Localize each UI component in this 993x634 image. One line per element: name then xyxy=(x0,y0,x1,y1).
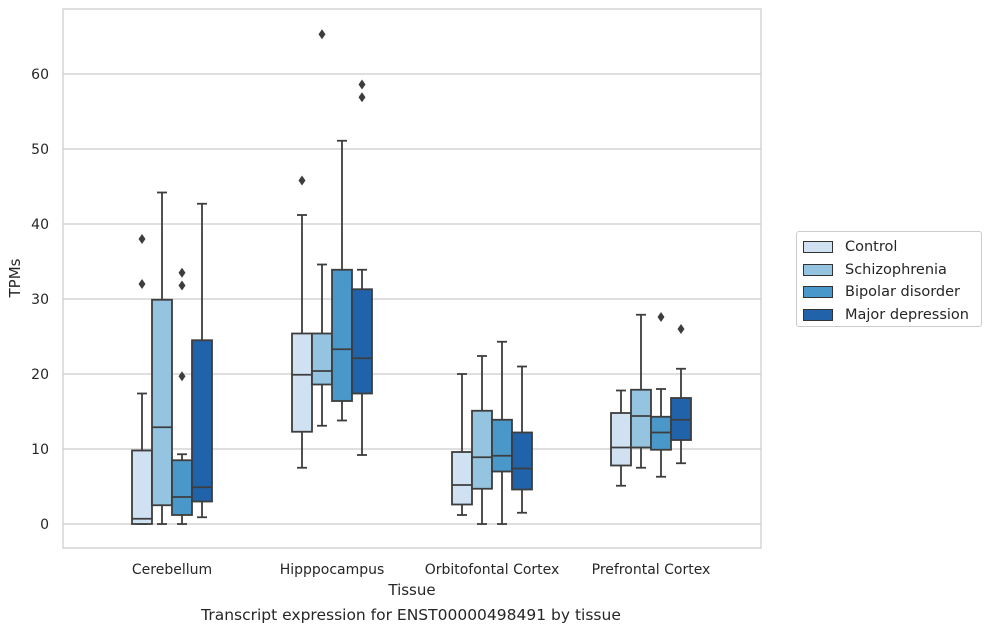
outlier-marker xyxy=(657,312,665,322)
y-tick-labels: 0 10 20 30 40 50 60 xyxy=(31,67,49,533)
box-iqr xyxy=(511,431,533,491)
grid-lines xyxy=(63,73,761,525)
box-iqr xyxy=(610,412,632,467)
box xyxy=(610,389,632,487)
box xyxy=(151,191,173,525)
outlier-marker xyxy=(358,92,366,103)
y-tick-label: 0 xyxy=(40,517,49,533)
box xyxy=(511,365,533,514)
legend-label: Control xyxy=(845,239,898,256)
series-schizophrenia xyxy=(151,29,652,525)
box xyxy=(171,267,193,525)
box-iqr xyxy=(291,332,313,433)
x-axis-label: Tissue xyxy=(387,581,435,599)
legend-item-control: Control xyxy=(803,236,981,259)
y-axis-label: TPMs xyxy=(6,258,24,298)
legend: Control Schizophrenia Bipolar disorder M… xyxy=(796,231,982,327)
outlier-marker xyxy=(138,279,146,289)
outlier-marker xyxy=(358,79,366,90)
x-tick-label: Orbitofontal Cortex xyxy=(425,562,560,578)
legend-swatch-major-depression xyxy=(803,308,833,321)
box-iqr xyxy=(351,288,373,395)
x-tick-label: Cerebellum xyxy=(132,562,212,578)
outlier-marker xyxy=(677,324,685,334)
box xyxy=(451,373,473,516)
box-iqr xyxy=(331,268,353,402)
x-tick-labels: Cerebellum Hipppocampus Orbitofontal Corte… xyxy=(132,562,710,578)
box xyxy=(291,175,313,469)
box-iqr xyxy=(171,459,193,516)
box xyxy=(311,29,333,427)
y-tick-label: 60 xyxy=(31,67,49,83)
y-tick-label: 40 xyxy=(31,217,49,233)
legend-swatch-control xyxy=(803,241,833,254)
x-tick-label: Prefrontal Cortex xyxy=(592,562,711,578)
y-tick-label: 10 xyxy=(31,442,49,458)
legend-label: Schizophrenia xyxy=(845,261,947,278)
x-tick-label: Hipppocampus xyxy=(280,562,385,578)
legend-label: Major depression xyxy=(845,306,969,323)
box-iqr xyxy=(151,298,173,507)
outlier-marker xyxy=(138,234,146,244)
box-iqr xyxy=(451,451,473,506)
box xyxy=(471,355,493,525)
box-iqr xyxy=(131,449,153,525)
box-iqr xyxy=(311,332,333,386)
outlier-marker xyxy=(178,371,186,382)
legend-item-major-depression: Major depression xyxy=(803,304,981,327)
box xyxy=(650,312,672,478)
box xyxy=(491,340,513,525)
box-iqr xyxy=(191,339,213,503)
box-iqr xyxy=(491,418,513,473)
box xyxy=(670,324,692,465)
box-iqr xyxy=(630,388,652,449)
legend-swatch-bipolar-disorder xyxy=(803,286,833,299)
box xyxy=(191,202,213,519)
box xyxy=(630,313,652,469)
box xyxy=(331,139,353,422)
y-tick-label: 50 xyxy=(31,142,49,158)
legend-swatch-schizophrenia xyxy=(803,263,833,276)
box xyxy=(351,79,373,456)
box-iqr xyxy=(471,409,493,490)
outlier-marker xyxy=(318,29,326,40)
series-bipolar-disorder xyxy=(171,139,672,525)
series-major-depression xyxy=(191,79,692,519)
legend-label: Bipolar disorder xyxy=(845,284,960,301)
box-series xyxy=(131,29,692,525)
y-tick-label: 20 xyxy=(31,367,49,383)
outlier-marker xyxy=(298,175,306,186)
outlier-marker xyxy=(178,280,186,291)
plot-frame xyxy=(62,8,762,549)
y-tick-label: 30 xyxy=(31,292,49,308)
box xyxy=(131,234,153,525)
figure-caption: Transcript expression for ENST0000049849… xyxy=(201,606,621,624)
legend-item-schizophrenia: Schizophrenia xyxy=(803,259,981,282)
legend-item-bipolar-disorder: Bipolar disorder xyxy=(803,281,981,304)
outlier-marker xyxy=(178,267,186,278)
series-control xyxy=(131,175,632,525)
